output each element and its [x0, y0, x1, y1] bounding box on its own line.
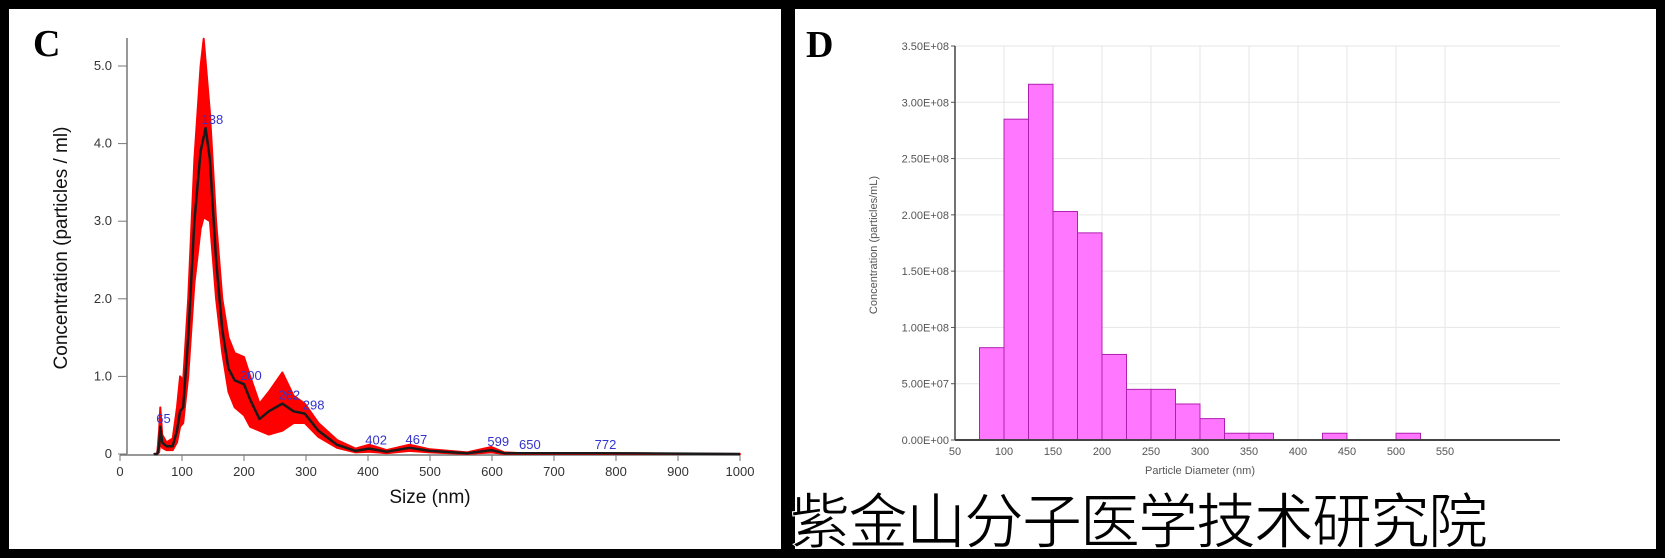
x-tick-label: 500	[1387, 446, 1405, 458]
peak-label: 467	[406, 432, 428, 447]
watermark: 紫金山分子医学技术研究院	[790, 488, 1489, 558]
panel-c	[0, 0, 790, 558]
y-tick-label: 5.00E+07	[902, 379, 949, 391]
x-tick-label: 1000	[726, 464, 755, 479]
x-tick-label: 900	[667, 464, 689, 479]
x-tick-label: 800	[605, 464, 627, 479]
y-axis-label: Concentration (particles / ml)	[51, 127, 72, 370]
y-tick-label: 5.0	[94, 58, 112, 73]
y-tick-label: 1.50E+08	[902, 266, 949, 278]
x-tick-label: 350	[1240, 446, 1258, 458]
peak-label: 772	[595, 437, 617, 452]
x-tick-label: 400	[357, 464, 379, 479]
histogram-bar	[1150, 388, 1176, 441]
histogram-bar	[1126, 388, 1152, 441]
x-tick-label: 150	[1044, 446, 1062, 458]
y-tick-label: 3.00E+08	[902, 97, 949, 109]
panel-label-c: C	[33, 23, 60, 65]
y-axis-label-d: Concentration (particles/mL)	[868, 176, 880, 314]
y-tick-label: 3.0	[94, 213, 112, 228]
histogram-bar	[1052, 210, 1078, 441]
histogram-bar	[1395, 432, 1421, 441]
histogram-bar	[1322, 432, 1348, 441]
peak-label: 200	[240, 368, 262, 383]
x-axis-label-d: Particle Diameter (nm)	[1145, 465, 1255, 477]
x-tick-label: 550	[1436, 446, 1454, 458]
x-tick-label: 100	[995, 446, 1013, 458]
peak-label: 262	[278, 388, 300, 403]
x-tick-label: 0	[116, 464, 123, 479]
y-tick-label: 0	[105, 446, 112, 461]
x-tick-label: 300	[295, 464, 317, 479]
y-tick-label: 2.0	[94, 291, 112, 306]
y-tick-label: 1.0	[94, 368, 112, 383]
x-tick-label: 400	[1289, 446, 1307, 458]
histogram-bar	[979, 347, 1005, 441]
peak-label: 138	[202, 112, 224, 127]
x-tick-label: 500	[419, 464, 441, 479]
x-tick-label: 600	[481, 464, 503, 479]
histogram-bar	[1101, 353, 1127, 441]
y-tick-label: 1.00E+08	[902, 322, 949, 334]
x-tick-label: 450	[1338, 446, 1356, 458]
y-tick-label: 2.50E+08	[902, 154, 949, 166]
x-axis-label: Size (nm)	[389, 487, 470, 508]
y-tick-label: 4.0	[94, 136, 112, 151]
mean-line	[154, 126, 741, 456]
x-tick-label: 250	[1142, 446, 1160, 458]
x-tick-label: 50	[949, 446, 961, 458]
histogram-bar	[1028, 83, 1054, 441]
peak-label: 599	[487, 434, 509, 449]
histogram-bar	[1224, 432, 1250, 441]
histogram-bar	[1199, 418, 1225, 441]
y-tick-label: 3.50E+08	[902, 41, 949, 53]
peak-label: 298	[303, 398, 325, 413]
x-tick-label: 100	[171, 464, 193, 479]
histogram-bar	[1175, 403, 1201, 441]
y-tick-label: 0.00E+00	[902, 435, 949, 447]
panel-label-d: D	[806, 24, 833, 66]
y-tick-label: 2.00E+08	[902, 210, 949, 222]
histogram-bar	[1077, 232, 1103, 441]
histogram-bar	[1248, 432, 1274, 441]
x-tick-label: 200	[233, 464, 255, 479]
peak-label: 650	[519, 437, 541, 452]
x-tick-label: 700	[543, 464, 565, 479]
x-tick-label: 300	[1191, 446, 1209, 458]
peak-label: 65	[156, 411, 170, 426]
histogram-bar	[1003, 118, 1029, 441]
x-tick-label: 200	[1093, 446, 1111, 458]
panel-d	[786, 0, 1665, 558]
peak-label: 402	[365, 433, 387, 448]
size-distribution-chart: C Concentration (particles / ml) Size (n…	[33, 23, 755, 508]
